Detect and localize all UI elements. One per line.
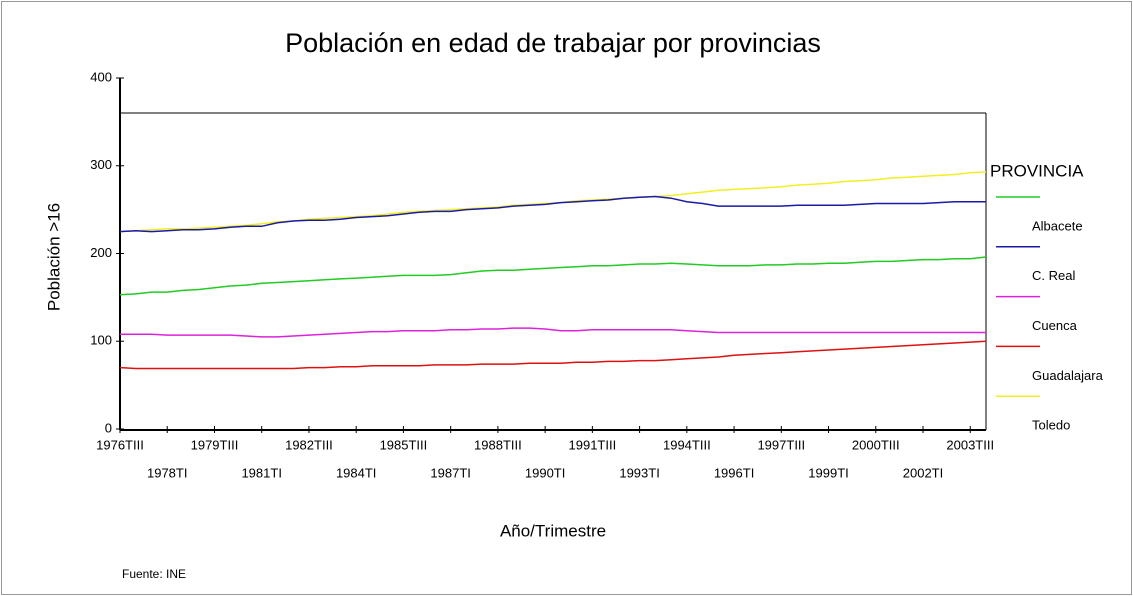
x-tick-label: 2002TI [903, 465, 943, 480]
y-tick-label: 0 [105, 420, 112, 435]
x-tick-label: 1978TI [147, 465, 187, 480]
x-tick-label: 1985TIII [380, 437, 428, 452]
x-tick-label: 1982TIII [285, 437, 333, 452]
legend-title: PROVINCIA [990, 161, 1084, 180]
annotation: Fuente: INE [122, 567, 186, 581]
x-tick-label: 1987TI [430, 465, 470, 480]
series-line [120, 327, 986, 338]
chart-title: Población en edad de trabajar por provin… [285, 28, 821, 58]
x-tick-label: 1996TI [714, 465, 754, 480]
series-line [119, 195, 986, 233]
x-tick-label: 2003TIII [946, 437, 994, 452]
x-tick-label: 1997TIII [757, 437, 805, 452]
series-line [119, 256, 987, 296]
legend-label: C. Real [1032, 268, 1075, 283]
x-tick-label: 1979TIII [191, 437, 239, 452]
legend-label: Toledo [1032, 418, 1070, 433]
x-axis-label: Año/Trimestre [500, 521, 606, 540]
x-tick-label: 1990TI [525, 465, 565, 480]
x-tick-label: 1999TI [808, 465, 848, 480]
legend-label: Guadalajara [1032, 368, 1104, 383]
y-tick-label: 100 [90, 333, 112, 348]
legend-label: Albacete [1032, 218, 1083, 233]
x-tick-label: 1984TI [336, 465, 376, 480]
x-tick-label: 1994TIII [663, 437, 711, 452]
x-tick-label: 1976TIII [96, 437, 144, 452]
legend-label: Cuenca [1032, 318, 1078, 333]
y-tick-label: 400 [90, 69, 112, 84]
series-line [119, 340, 987, 370]
x-tick-label: 1988TIII [474, 437, 522, 452]
x-tick-label: 1991TIII [569, 437, 617, 452]
y-tick-label: 200 [90, 245, 112, 260]
y-tick-label: 300 [90, 157, 112, 172]
y-axis-label: Población >16 [44, 203, 63, 311]
x-tick-label: 1981TI [241, 465, 281, 480]
x-tick-label: 1993TI [619, 465, 659, 480]
x-tick-label: 2000TIII [852, 437, 900, 452]
